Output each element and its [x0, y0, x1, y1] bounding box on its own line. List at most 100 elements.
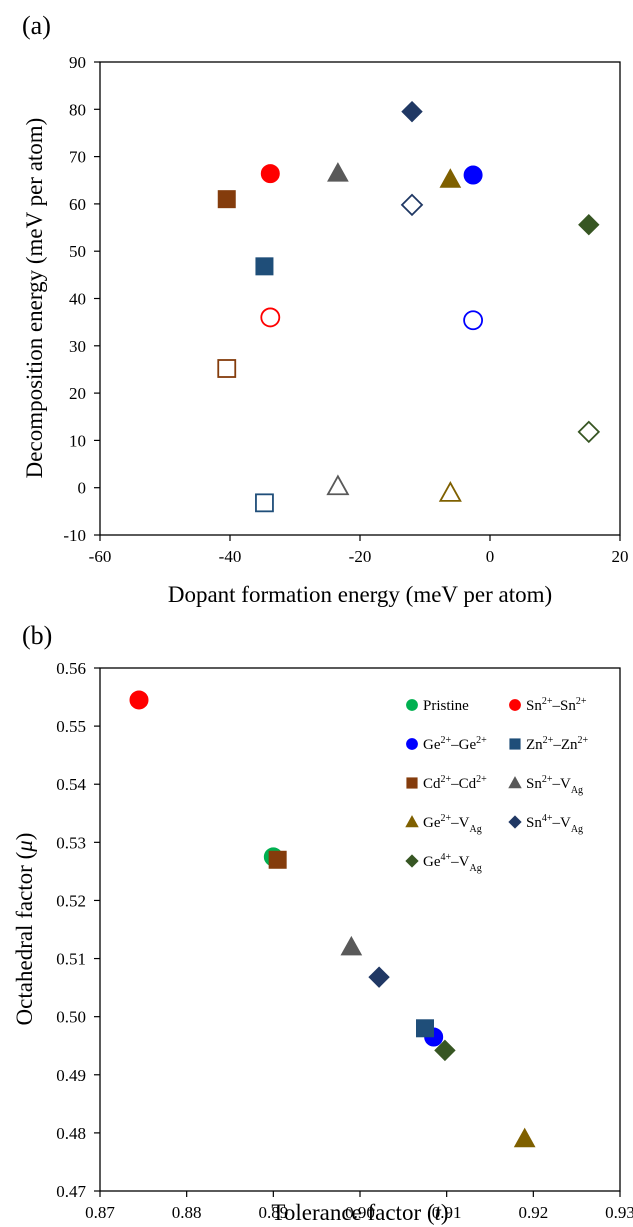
panel-a-y-tick-label: 90 — [69, 53, 86, 72]
panel-a-data-points — [217, 100, 601, 513]
panel-a-y-tick-label: 40 — [69, 290, 86, 309]
panel-b-y-axis-title-main: Octahedral factor ( — [12, 852, 37, 1026]
panel-b-point-triangle-filled — [513, 1127, 536, 1148]
panel-b-x-axis-title: Tolerance factor (t) — [271, 1200, 448, 1225]
legend-item: Cd2+–Cd2+ — [406, 774, 487, 792]
legend-label: Ge4+–VAg — [423, 852, 482, 874]
panel-b-y-tick-label: 0.47 — [56, 1182, 86, 1201]
legend-item: Sn4+–VAg — [508, 813, 583, 835]
legend-item: Ge2+–Ge2+ — [406, 735, 487, 753]
panel-b-chart: (b) 0.87 0.88 0.89 0.90 0.91 0.92 0.93 0.47 0.4… — [12, 621, 633, 1225]
panel-a-y-tick-label: 80 — [69, 100, 86, 119]
panel-b-x-axis-title-end: ) — [441, 1200, 449, 1225]
panel-b-y-tick-label: 0.53 — [56, 833, 86, 852]
panel-b-x-ticks: 0.87 0.88 0.89 0.90 0.91 0.92 0.93 — [85, 1191, 633, 1222]
panel-a-x-tick-label: -40 — [219, 547, 242, 566]
legend-item: Ge2+–VAg — [405, 813, 482, 835]
legend-item: Zn2+–Zn2+ — [509, 735, 588, 753]
panel-b-data-points — [129, 690, 536, 1148]
panel-a-x-ticks: -60 -40 -20 0 20 — [89, 535, 629, 566]
panel-b-point-square-filled — [268, 850, 287, 869]
panel-a-point-diamond-filled — [578, 214, 600, 236]
panel-b-y-axis-title: Octahedral factor (μ) — [12, 833, 37, 1026]
panel-a-point-circle-filled — [463, 165, 483, 185]
panel-b-y-tick-label: 0.54 — [56, 775, 86, 794]
panel-b-x-tick-label: 0.89 — [258, 1203, 288, 1222]
panel-a-point-diamond-filled — [401, 100, 423, 123]
legend-item: Sn2+–VAg — [508, 774, 583, 796]
panel-a-plot-frame — [99, 61, 621, 536]
panel-b-y-tick-label: 0.55 — [56, 717, 86, 736]
panel-a-point-triangle-open — [326, 474, 350, 496]
panel-b-y-axis-variable: μ — [12, 840, 37, 853]
panel-b-x-tick-label: 0.88 — [172, 1203, 202, 1222]
panel-a-point-circle-open — [463, 310, 484, 331]
panel-b-x-axis-title-main: Tolerance factor ( — [271, 1200, 434, 1225]
panel-b-point-diamond-filled — [368, 966, 390, 988]
panel-a-y-tick-label: 60 — [69, 195, 86, 214]
panel-b-y-tick-label: 0.48 — [56, 1124, 86, 1143]
legend-label: Pristine — [423, 698, 469, 714]
panel-b-x-tick-label: 0.87 — [85, 1203, 115, 1222]
panel-a-x-axis-title: Dopant formation energy (meV per atom) — [168, 582, 552, 607]
legend-marker-square — [406, 777, 418, 789]
panel-a-y-tick-label: 10 — [69, 431, 86, 450]
legend-marker-triangle — [508, 776, 522, 789]
panel-a-y-tick-label: -10 — [63, 526, 86, 545]
panel-a-y-ticks: -10 0 10 20 30 40 50 60 70 80 90 — [63, 53, 100, 545]
panel-b-label: (b) — [22, 621, 52, 650]
panel-a-point-triangle-filled — [439, 168, 462, 188]
panel-a-x-tick-label: 20 — [612, 547, 629, 566]
panel-b-y-axis-title-end: ) — [12, 833, 37, 841]
legend-label: Ge2+–Ge2+ — [423, 735, 487, 753]
panel-b-legend: Pristine Sn2+–Sn2+ Ge2+–Ge2+ Zn2+–Zn2+ Cd2+–… — [405, 696, 588, 874]
panel-b-x-tick-label: 0.93 — [605, 1203, 633, 1222]
legend-marker-diamond — [508, 815, 522, 829]
legend-marker-circle — [406, 738, 418, 750]
panel-a-y-tick-label: 20 — [69, 384, 86, 403]
panel-a-y-tick-label: 0 — [78, 479, 87, 498]
panel-b-x-tick-label: 0.90 — [345, 1203, 375, 1222]
panel-b-point-diamond-filled — [434, 1039, 456, 1062]
legend-label: Sn2+–VAg — [526, 774, 583, 796]
panel-a-point-triangle-filled — [327, 162, 349, 182]
panel-b-point-square-filled — [416, 1019, 434, 1038]
panel-b-point-triangle-filled — [340, 935, 363, 956]
panel-b-y-tick-label: 0.56 — [56, 659, 86, 678]
panel-a-y-tick-label: 50 — [69, 242, 86, 261]
panel-a-point-diamond-open — [400, 193, 424, 217]
panel-a-y-tick-label: 30 — [69, 337, 86, 356]
legend-label: Ge2+–VAg — [423, 813, 482, 835]
panel-a-x-tick-label: -60 — [89, 547, 112, 566]
legend-label: Cd2+–Cd2+ — [423, 774, 487, 792]
panel-b-y-tick-label: 0.50 — [56, 1008, 86, 1027]
legend-marker-circle — [406, 699, 418, 711]
legend-label: Sn4+–VAg — [526, 813, 583, 835]
panel-a-label: (a) — [22, 11, 51, 40]
legend-label: Zn2+–Zn2+ — [526, 735, 588, 753]
panel-a-point-square-filled — [255, 257, 274, 276]
panel-a-y-axis-title: Decomposition energy (meV per atom) — [22, 118, 47, 479]
legend-item: Sn2+–Sn2+ — [509, 696, 587, 714]
panel-a-x-tick-label: 0 — [486, 547, 495, 566]
legend-item: Pristine — [406, 698, 469, 714]
legend-marker-circle — [509, 699, 521, 711]
panel-b-y-tick-label: 0.51 — [56, 950, 86, 969]
panel-a-point-square-open — [217, 359, 237, 378]
panel-a-point-circle-filled — [260, 164, 280, 184]
panel-b-x-axis-variable: t — [435, 1200, 442, 1225]
legend-marker-triangle — [405, 815, 419, 828]
legend-label: Sn2+–Sn2+ — [526, 696, 587, 714]
panel-a-point-triangle-open — [438, 481, 462, 502]
legend-marker-square — [509, 738, 521, 750]
legend-marker-diamond — [405, 854, 419, 868]
panel-b-x-tick-label: 0.91 — [432, 1203, 462, 1222]
panel-a-point-diamond-open — [577, 420, 601, 444]
panel-b-x-tick-label: 0.92 — [518, 1203, 548, 1222]
panel-a-y-tick-label: 70 — [69, 148, 86, 167]
legend-item: Ge4+–VAg — [405, 852, 482, 874]
panel-b-point-circle-filled — [129, 690, 149, 710]
panel-b-y-tick-label: 0.52 — [56, 891, 86, 910]
panel-a-point-square-filled — [217, 190, 236, 209]
